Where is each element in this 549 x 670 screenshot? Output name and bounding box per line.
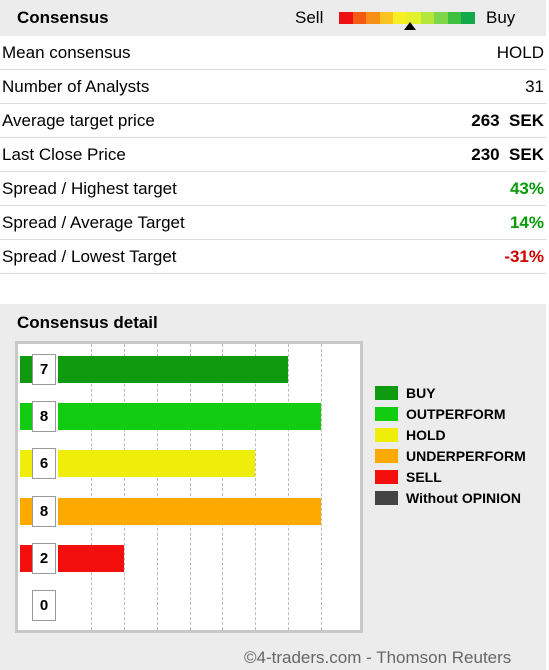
grid-line [123, 344, 125, 630]
row-label: Spread / Lowest Target [2, 247, 177, 266]
legend-label: OUTPERFORM [406, 406, 506, 422]
bar-stub [20, 544, 32, 572]
row-label: Spread / Highest target [2, 179, 177, 198]
gauge-segment [339, 12, 353, 24]
row-label: Mean consensus [2, 43, 131, 62]
gauge-segment [461, 12, 475, 24]
consensus-detail-title: Consensus detail [17, 313, 158, 332]
row-value: 31 [525, 77, 544, 96]
row-label: Last Close Price [2, 145, 126, 164]
bar-value-label: 7 [32, 354, 56, 385]
legend-swatch [375, 470, 398, 484]
row-label: Spread / Average Target [2, 213, 185, 232]
table-row: Spread / Highest target 43% [0, 172, 546, 206]
table-row: Average target price 263 SEK [0, 104, 546, 138]
consensus-table: Mean consensus HOLD Number of Analysts 31 Av… [0, 36, 546, 274]
bar-value-label: 2 [32, 542, 56, 574]
gauge-segment [366, 12, 380, 24]
legend-swatch [375, 491, 398, 505]
grid-line [288, 344, 290, 630]
gauge-sell-label: Sell [295, 8, 324, 27]
row-value: -31% [504, 247, 544, 266]
gauge-marker-icon [404, 22, 416, 30]
bar-stub [20, 497, 32, 525]
consensus-gauge [339, 12, 475, 24]
grid-line [189, 344, 191, 630]
table-row: Spread / Average Target 14% [0, 206, 546, 240]
gauge-segment [420, 12, 435, 24]
table-row: Spread / Lowest Target -31% [0, 240, 546, 274]
bar-stub [20, 403, 32, 431]
legend-label: UNDERPERFORM [406, 448, 526, 464]
legend-swatch [375, 449, 398, 463]
row-label: Number of Analysts [2, 77, 150, 96]
row-value: HOLD [496, 43, 544, 62]
gauge-segment [379, 12, 394, 24]
gauge-segment [352, 12, 367, 24]
row-label: Average target price [2, 111, 155, 130]
bar-underperform [58, 497, 321, 525]
bar-stub [20, 450, 32, 478]
row-value: 14% [509, 213, 544, 232]
bar-hold [58, 450, 256, 478]
bar-sell [58, 544, 124, 572]
source-credit: ©4-traders.com - Thomson Reuters [244, 648, 512, 667]
grid-line [222, 344, 224, 630]
gauge-segment [393, 12, 407, 24]
gauge-segment [447, 12, 462, 24]
grid-line [90, 344, 92, 630]
legend-label: BUY [406, 385, 436, 401]
table-row: Last Close Price 230 SEK [0, 138, 546, 172]
grid-line [321, 344, 322, 630]
legend-swatch [375, 386, 398, 400]
gauge-segment [406, 12, 421, 24]
bar-stub [20, 356, 32, 383]
gauge-buy-label: Buy [486, 8, 516, 27]
row-value: 263 SEK [471, 111, 544, 130]
table-row: Mean consensus HOLD [0, 36, 546, 70]
bar-value-label: 8 [32, 495, 56, 527]
consensus-title: Consensus [17, 8, 109, 27]
bar-buy [58, 356, 289, 383]
table-row: Number of Analysts 31 [0, 70, 546, 104]
gauge-segment [434, 12, 448, 24]
legend-label: Without OPINION [406, 490, 521, 506]
consensus-bar-chart: 7 8 6 8 2 0 [15, 341, 363, 633]
consensus-header: Consensus Sell Buy [0, 0, 546, 36]
bar-value-label: 6 [32, 448, 56, 480]
bar-outperform [58, 403, 321, 431]
row-value: 43% [509, 179, 544, 198]
legend-swatch [375, 428, 398, 442]
legend-label: SELL [406, 469, 442, 485]
row-value: 230 SEK [471, 145, 544, 164]
bar-value-label: 8 [32, 401, 56, 433]
legend-swatch [375, 407, 398, 421]
legend-label: HOLD [406, 427, 446, 443]
grid-line [255, 344, 257, 630]
grid-line [156, 344, 158, 630]
bar-value-label: 0 [32, 590, 56, 621]
